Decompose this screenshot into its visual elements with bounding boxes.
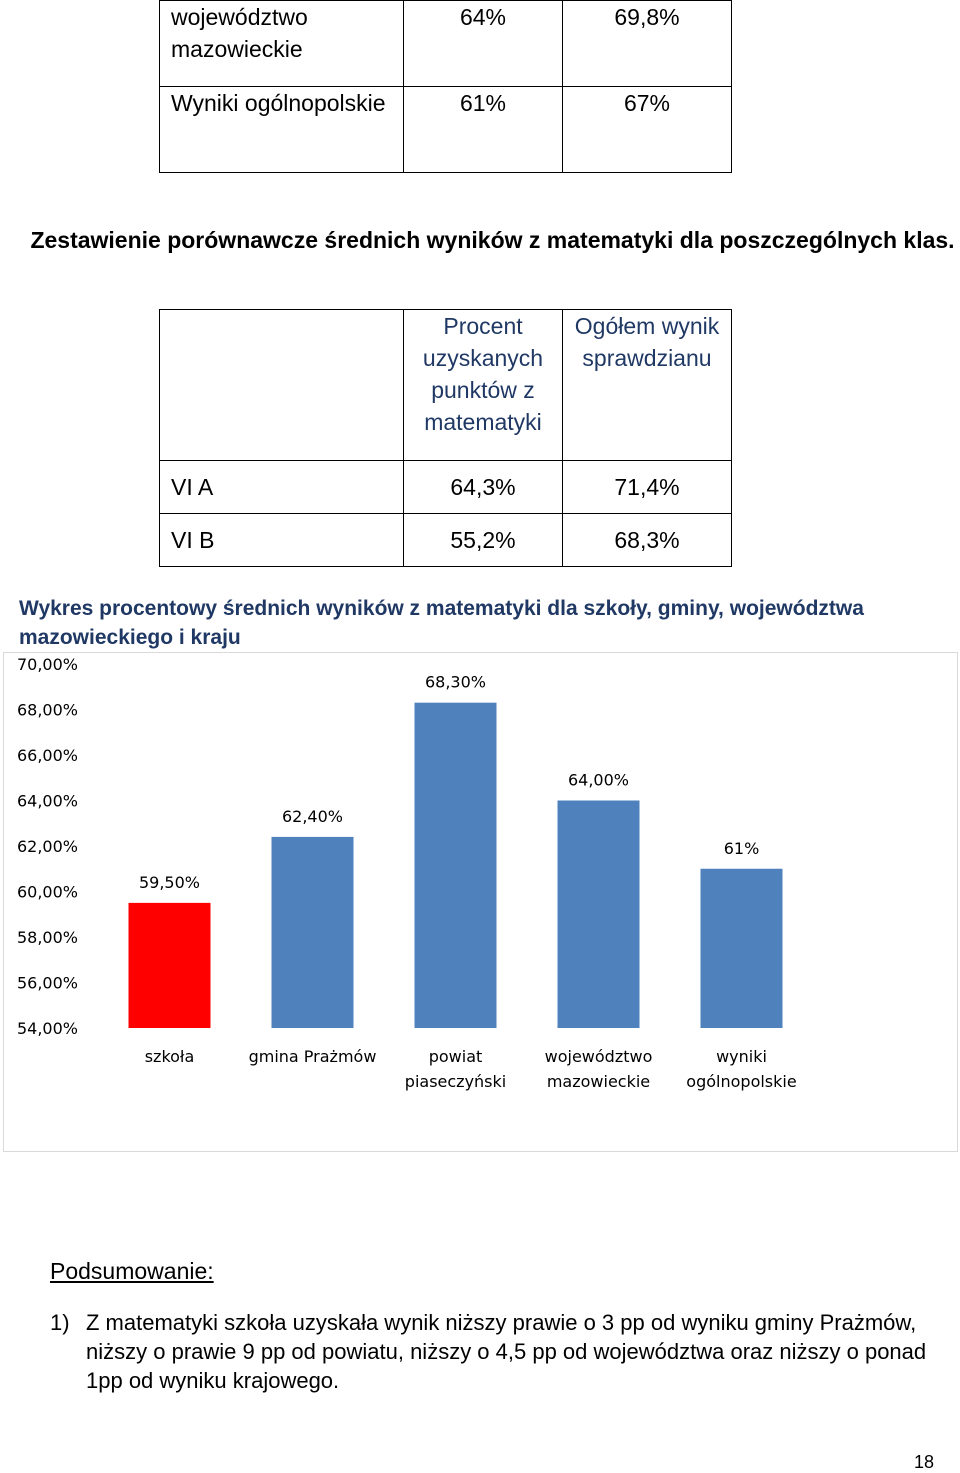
class-results-table: Procent uzyskanych punktów z matematyki …: [159, 309, 732, 567]
bar-data-label: 64,00%: [568, 771, 629, 790]
y-tick-label: 54,00%: [17, 1019, 78, 1038]
table-header-row: Procent uzyskanych punktów z matematyki …: [159, 309, 732, 461]
table-row: Wyniki ogólnopolskie 61% 67%: [159, 86, 732, 173]
chart-frame: [3, 652, 958, 1152]
summary-heading: Podsumowanie:: [50, 1258, 214, 1284]
page-number: 18: [914, 1452, 935, 1472]
y-tick-label: 58,00%: [17, 928, 78, 947]
y-tick-label: 60,00%: [17, 883, 78, 902]
y-tick-label: 56,00%: [17, 974, 78, 993]
row-value: 71,4%: [562, 460, 732, 514]
bar: [128, 902, 211, 1028]
row-value: 64%: [403, 0, 563, 87]
bar: [414, 702, 497, 1028]
y-tick-label: 68,00%: [17, 701, 78, 720]
header-empty-cell: [159, 309, 404, 461]
summary-item-number: 1): [50, 1310, 70, 1335]
row-value: 67%: [562, 86, 732, 173]
chart-title: Wykres procentowy średnich wyników z mat…: [19, 597, 864, 649]
row-label: województwo mazowieckie: [159, 0, 404, 87]
y-tick-label: 62,00%: [17, 837, 78, 856]
row-label: Wyniki ogólnopolskie: [159, 86, 404, 173]
y-tick-label: 64,00%: [17, 792, 78, 811]
bar: [700, 868, 783, 1028]
row-value: 69,8%: [562, 0, 732, 87]
column-header: Procent uzyskanych punktów z matematyki: [403, 309, 563, 461]
results-table-top: województwo mazowieckie 64% 69,8% Wyniki…: [159, 0, 732, 173]
y-tick-label: 70,00%: [17, 655, 78, 674]
bar-data-label: 59,50%: [139, 873, 200, 892]
bar-chart: 54,00% 56,00% 58,00% 60,00% 62,00% 64,00% 66,0…: [17, 655, 797, 1091]
x-category-label: województwo: [545, 1047, 653, 1066]
bar-data-label: 62,40%: [282, 807, 343, 826]
row-value: 55,2%: [403, 513, 563, 567]
x-category-label: mazowieckie: [547, 1072, 650, 1091]
row-value: 61%: [403, 86, 563, 173]
x-category-label: piaseczyński: [405, 1072, 506, 1091]
x-category-label: ogólnopolskie: [686, 1072, 796, 1091]
x-category-label: powiat: [429, 1047, 483, 1066]
table-row: VI B 55,2% 68,3%: [159, 513, 732, 567]
table-row: województwo mazowieckie 64% 69,8%: [159, 0, 732, 87]
column-header: Ogółem wynik sprawdzianu: [562, 309, 732, 461]
bar-data-label: 68,30%: [425, 673, 486, 692]
row-label: VI B: [159, 513, 404, 567]
row-value: 64,3%: [403, 460, 563, 514]
section-title: Zestawienie porównawcze średnich wyników…: [30, 227, 955, 253]
x-category-label: gmina Prażmów: [249, 1047, 377, 1066]
x-category-label: szkoła: [145, 1047, 195, 1066]
row-label: VI A: [159, 460, 404, 514]
bar-data-label: 61%: [724, 839, 760, 858]
x-category-label: wyniki: [716, 1047, 767, 1066]
table-row: VI A 64,3% 71,4%: [159, 460, 732, 514]
y-tick-label: 66,00%: [17, 746, 78, 765]
bar: [271, 836, 354, 1028]
bar: [557, 800, 640, 1028]
summary-item-text: Z matematyki szkoła uzyskała wynik niższ…: [86, 1310, 927, 1393]
row-value: 68,3%: [562, 513, 732, 567]
